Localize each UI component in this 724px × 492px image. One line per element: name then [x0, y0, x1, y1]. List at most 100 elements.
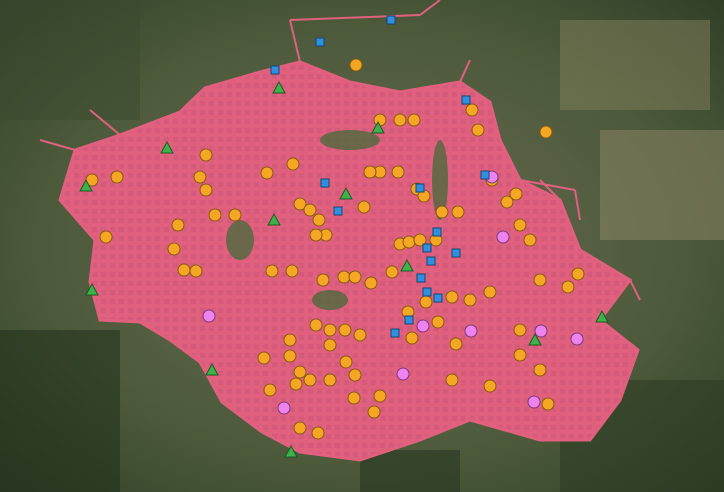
forest [360, 450, 460, 492]
blue-marker [390, 328, 400, 338]
orange-marker [483, 285, 497, 299]
parks [226, 130, 448, 310]
orange-marker [363, 165, 377, 179]
orange-marker [309, 228, 323, 242]
orange-marker [465, 103, 479, 117]
blue-marker [426, 256, 436, 266]
park [312, 290, 348, 310]
road [89, 109, 121, 136]
orange-marker [171, 218, 185, 232]
orange-marker [289, 377, 303, 391]
orange-marker [431, 315, 445, 329]
park [226, 220, 254, 260]
field [0, 0, 140, 120]
orange-marker [445, 290, 459, 304]
blue-marker [422, 243, 432, 253]
orange-marker [509, 187, 523, 201]
orange-marker [533, 273, 547, 287]
pink-marker [416, 319, 430, 333]
orange-marker [348, 368, 362, 382]
orange-marker [402, 235, 416, 249]
orange-marker [349, 58, 363, 72]
pink-marker [527, 395, 541, 409]
orange-marker [391, 165, 405, 179]
green-marker [284, 444, 298, 458]
blue-marker [432, 227, 442, 237]
orange-marker [263, 383, 277, 397]
outer-roads [39, 0, 641, 301]
green-marker [205, 362, 219, 376]
orange-marker [285, 264, 299, 278]
orange-marker [257, 351, 271, 365]
green-marker [267, 212, 281, 226]
orange-marker [407, 113, 421, 127]
road [459, 59, 471, 83]
orange-marker [193, 170, 207, 184]
orange-marker [99, 230, 113, 244]
orange-marker [513, 323, 527, 337]
orange-marker [364, 276, 378, 290]
road [289, 14, 421, 21]
green-marker [272, 80, 286, 94]
orange-marker [338, 323, 352, 337]
blue-marker [451, 248, 461, 258]
field [560, 20, 710, 110]
markers [79, 15, 609, 458]
orange-marker [309, 318, 323, 332]
orange-marker [303, 203, 317, 217]
green-marker [339, 186, 353, 200]
pink-marker [464, 324, 478, 338]
green-marker [400, 258, 414, 272]
green-marker [528, 332, 542, 346]
orange-marker [471, 123, 485, 137]
orange-marker [110, 170, 124, 184]
road [574, 189, 581, 221]
blue-marker [320, 178, 330, 188]
blue-marker [386, 15, 396, 25]
orange-marker [419, 295, 433, 309]
green-marker [85, 282, 99, 296]
pink-marker [396, 367, 410, 381]
orange-marker [283, 349, 297, 363]
blue-marker [404, 315, 414, 325]
orange-marker [393, 113, 407, 127]
orange-marker [293, 365, 307, 379]
orange-marker [293, 421, 307, 435]
orange-marker [500, 195, 514, 209]
green-marker [371, 120, 385, 134]
park [320, 130, 380, 150]
forest [0, 330, 120, 492]
orange-marker [483, 379, 497, 393]
blue-marker [415, 183, 425, 193]
orange-marker [228, 208, 242, 222]
orange-marker [373, 113, 387, 127]
road [629, 279, 641, 301]
orange-marker [260, 166, 274, 180]
pink-marker [202, 309, 216, 323]
orange-marker [513, 218, 527, 232]
orange-marker [451, 205, 465, 219]
orange-marker [523, 233, 537, 247]
orange-marker [435, 205, 449, 219]
orange-marker [353, 328, 367, 342]
blue-marker [422, 287, 432, 297]
blue-marker [270, 65, 280, 75]
orange-marker [445, 373, 459, 387]
orange-marker [323, 338, 337, 352]
blue-marker [333, 206, 343, 216]
orange-marker [208, 208, 222, 222]
orange-marker [265, 264, 279, 278]
orange-marker [385, 265, 399, 279]
road [289, 19, 301, 63]
park [432, 140, 448, 220]
orange-marker [513, 348, 527, 362]
blue-marker [433, 293, 443, 303]
orange-marker [541, 397, 555, 411]
orange-marker [312, 213, 326, 227]
orange-marker [539, 125, 553, 139]
orange-marker [337, 270, 351, 284]
road [519, 179, 576, 191]
orange-marker [189, 264, 203, 278]
